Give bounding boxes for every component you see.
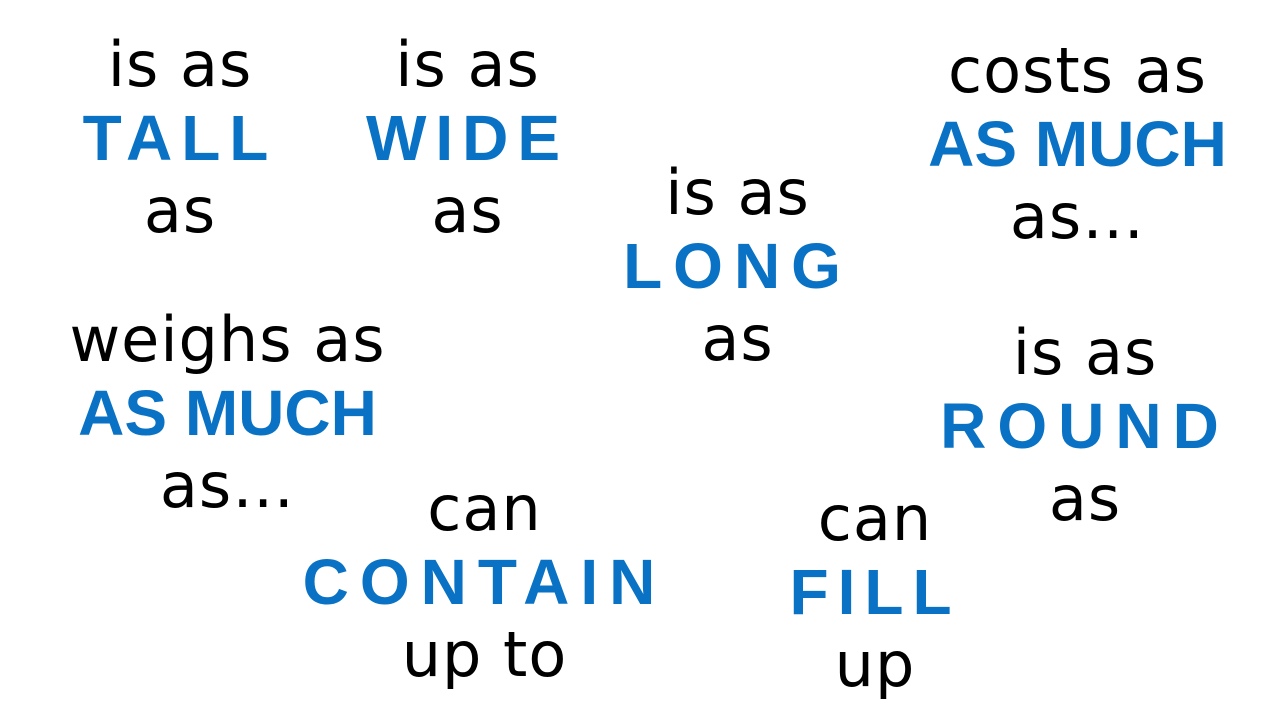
keyword-round: ROUND: [940, 390, 1230, 462]
phrase-before-text: is as: [107, 28, 253, 101]
phrase-fill: can FILL up: [780, 482, 970, 702]
phrase-round: is as ROUND as: [920, 316, 1250, 536]
phrase-costs: costs as AS MUCH as…: [895, 34, 1260, 254]
phrase-contain: can CONTAIN up to: [262, 472, 707, 692]
phrase-after-text: as: [701, 302, 774, 375]
phrase-after-text: as: [143, 174, 217, 247]
phrase-long: is as LONG as: [600, 156, 875, 376]
keyword-as-much: AS MUCH: [78, 377, 377, 449]
phrase-before-text: can: [817, 482, 933, 555]
keyword-as-much: AS MUCH: [928, 108, 1227, 180]
phrase-after-text: as: [1048, 462, 1122, 535]
phrase-before-text: is as: [1012, 316, 1158, 389]
phrase-wide: is as WIDE as: [345, 28, 590, 248]
phrase-before-text: can: [427, 472, 542, 545]
phrase-tall: is as TALL as: [80, 28, 280, 248]
phrase-before-text: is as: [665, 156, 810, 229]
keyword-fill: FILL: [789, 556, 961, 628]
phrase-after-text: as…: [1009, 180, 1146, 253]
keyword-tall: TALL: [82, 102, 278, 174]
keyword-long: LONG: [623, 230, 852, 302]
keyword-contain: CONTAIN: [302, 546, 667, 618]
keyword-wide: WIDE: [365, 102, 570, 174]
phrase-after-text: as…: [159, 449, 296, 522]
phrase-before-text: is as: [395, 28, 540, 101]
phrase-before-text: costs as: [948, 34, 1207, 107]
phrase-after-text: up to: [401, 618, 568, 691]
phrase-weighs: weighs as AS MUCH as…: [40, 303, 415, 523]
phrase-before-text: weighs as: [69, 303, 386, 376]
phrase-after-text: up: [834, 628, 916, 701]
phrase-after-text: as: [431, 174, 504, 247]
